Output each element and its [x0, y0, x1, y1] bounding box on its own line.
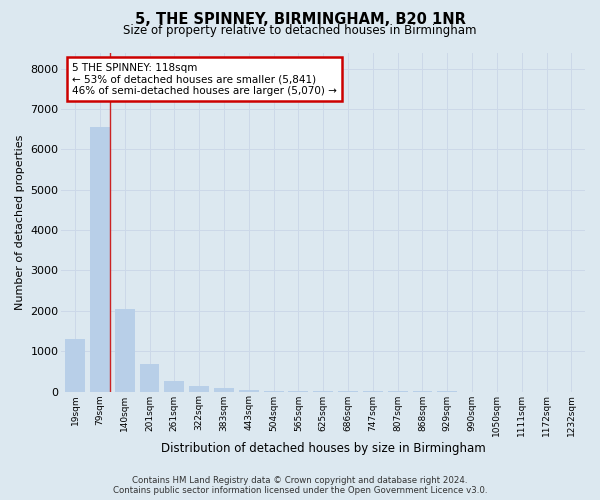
Text: Contains HM Land Registry data © Crown copyright and database right 2024.
Contai: Contains HM Land Registry data © Crown c…: [113, 476, 487, 495]
Bar: [239, 390, 259, 392]
Bar: [164, 382, 184, 392]
Bar: [115, 309, 134, 392]
Text: Size of property relative to detached houses in Birmingham: Size of property relative to detached ho…: [123, 24, 477, 37]
Bar: [263, 390, 284, 392]
Y-axis label: Number of detached properties: Number of detached properties: [15, 134, 25, 310]
Bar: [189, 386, 209, 392]
Bar: [214, 388, 234, 392]
Bar: [140, 364, 160, 392]
X-axis label: Distribution of detached houses by size in Birmingham: Distribution of detached houses by size …: [161, 442, 485, 455]
Bar: [65, 339, 85, 392]
Text: 5, THE SPINNEY, BIRMINGHAM, B20 1NR: 5, THE SPINNEY, BIRMINGHAM, B20 1NR: [134, 12, 466, 28]
Text: 5 THE SPINNEY: 118sqm
← 53% of detached houses are smaller (5,841)
46% of semi-d: 5 THE SPINNEY: 118sqm ← 53% of detached …: [72, 62, 337, 96]
Bar: [90, 127, 110, 392]
